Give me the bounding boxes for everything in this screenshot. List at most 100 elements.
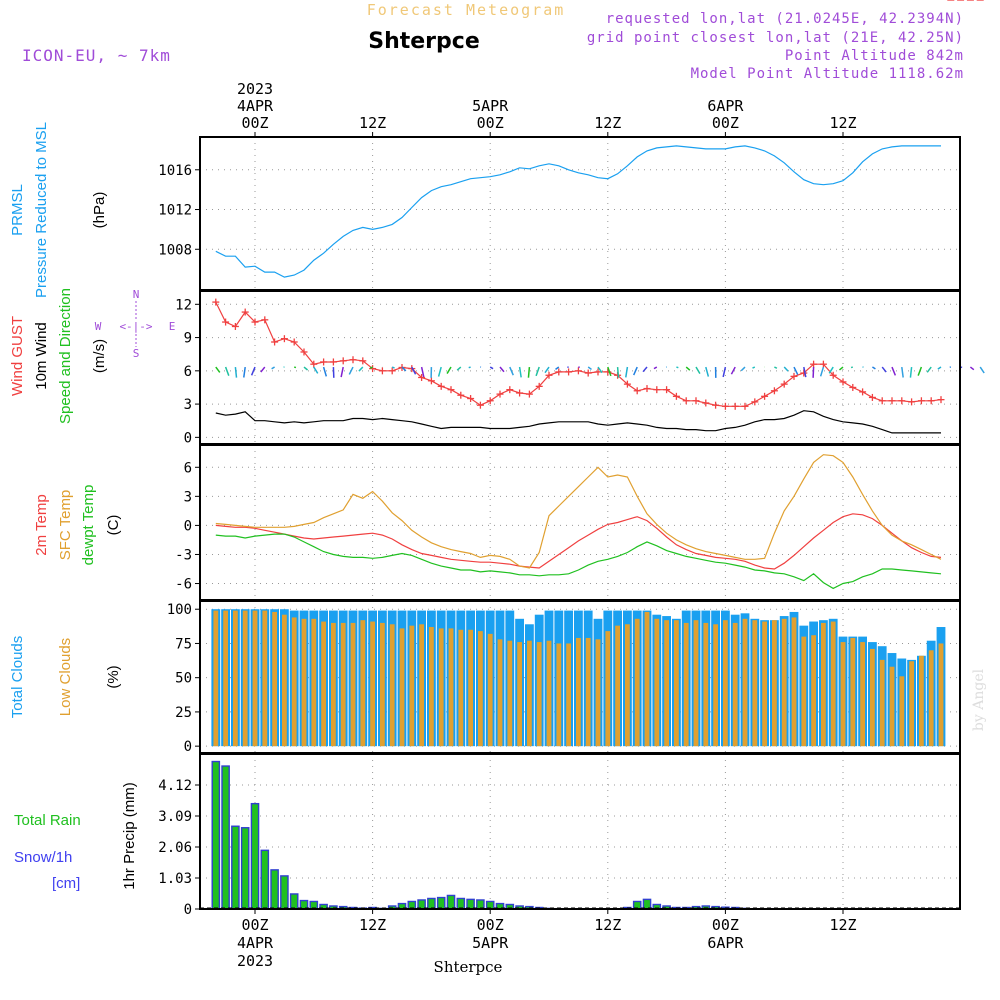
low-cloud-bar (331, 622, 336, 747)
low-cloud-bar (791, 617, 797, 747)
gust-marker (320, 358, 328, 366)
clouds-panel-label: (%) (105, 665, 122, 688)
precip-panel-label: [cm] (52, 875, 80, 892)
gust-marker (721, 402, 729, 410)
gust-marker (427, 377, 435, 385)
top-axis-label: 00Z (712, 114, 739, 132)
wind-direction-arrow (881, 366, 887, 373)
bottom-axis-label: 6APR (707, 934, 744, 952)
bottom-axis-label: 12Z (594, 916, 621, 934)
low-cloud-bar (233, 610, 238, 747)
gust-marker (633, 387, 641, 395)
precip-frame (199, 753, 961, 910)
gust-marker (241, 308, 249, 316)
top-axis-label: 12Z (359, 114, 386, 132)
compass-arrows: <-|-> (119, 320, 152, 333)
precip-panel-label: Snow/1h (14, 849, 72, 866)
wind-direction-arrow (633, 366, 638, 376)
bottom-axis-label: 12Z (829, 916, 856, 934)
low-cloud-bar (399, 628, 405, 747)
chart-title: Forecast Meteogram (367, 1, 566, 19)
temp-y-tick-label: 3 (184, 489, 192, 505)
low-cloud-bar (458, 629, 464, 747)
low-cloud-bar (811, 635, 816, 747)
low-cloud-bar (840, 642, 846, 747)
pressure-y-tick-label: 1016 (158, 163, 192, 179)
gust-marker (712, 401, 720, 409)
bottom-axis-label: 00Z (477, 916, 504, 934)
gust-marker (859, 388, 867, 396)
low-cloud-bar (683, 622, 689, 747)
low-cloud-bar (536, 642, 542, 747)
clouds-y-tick-label: 0 (184, 739, 192, 755)
pressure-panel: 1008 1012 1016 (158, 136, 961, 291)
low-cloud-bar (781, 618, 787, 747)
gust-marker (643, 385, 651, 393)
gust-marker (437, 382, 445, 390)
temp-panel-label: dewpt Temp (80, 485, 97, 566)
wind-panel-label: 10m Wind (33, 322, 50, 390)
wind-direction-arrow (625, 366, 629, 378)
low-cloud-bar (301, 618, 307, 747)
low-cloud-bar (899, 676, 905, 747)
precip-y-tick-label: 3.09 (158, 809, 192, 825)
sfc-temp-line (215, 454, 942, 569)
gust-marker (359, 357, 367, 365)
gust-marker (829, 371, 837, 379)
gust-marker (663, 386, 671, 394)
bottom-axis-label: 12Z (359, 916, 386, 934)
low-cloud-bar (723, 620, 728, 747)
clouds-panel-label: Total Clouds (9, 636, 26, 719)
wind-panel-label: Speed and Direction (57, 288, 74, 424)
gust-marker (927, 397, 935, 405)
wind-direction-arrow (527, 366, 531, 378)
low-cloud-bar (576, 637, 581, 747)
wind-direction-arrow (468, 366, 471, 369)
gust-marker (506, 386, 514, 394)
wind-direction-arrow (358, 366, 364, 372)
wind-direction-arrow (685, 366, 691, 371)
low-cloud-bar (889, 666, 895, 747)
low-cloud-bar (429, 627, 434, 747)
bottom-axis-label: 2023 (237, 952, 273, 970)
gust-marker (496, 390, 504, 398)
low-cloud-bar (585, 637, 591, 747)
wind-direction-arrow (819, 366, 825, 377)
precip-y-tick-label: 2.06 (158, 840, 192, 856)
precip-y-tick-label: 0 (184, 902, 192, 918)
low-cloud-bar (919, 655, 924, 747)
low-cloud-bar (732, 622, 738, 747)
gust-marker (584, 369, 592, 377)
gust-marker (300, 348, 308, 356)
wind-direction-arrow (587, 366, 592, 371)
wind-y-tick-label: 12 (175, 297, 192, 313)
low-cloud-bar (478, 631, 483, 747)
gust-marker (692, 397, 700, 405)
temp-y-tick-label: 0 (184, 518, 192, 534)
gust-marker (231, 322, 239, 330)
gust-marker (516, 389, 524, 397)
low-cloud-bar (938, 643, 944, 747)
wind-direction-arrow (752, 366, 756, 369)
wind-direction-arrow (979, 366, 985, 374)
temp-panel: -6 -3 0 3 6 (175, 444, 961, 601)
gust-marker (623, 380, 631, 388)
low-cloud-bar (546, 640, 552, 747)
dewpt-temp-line (215, 533, 942, 590)
wind-direction-arrow (926, 366, 932, 373)
rain-bar (270, 869, 279, 910)
low-cloud-bar (830, 621, 836, 747)
rain-bar (436, 896, 446, 910)
low-cloud-bar (448, 628, 454, 747)
gust-marker (555, 368, 563, 376)
wind-direction-arrow (909, 366, 913, 378)
low-cloud-bar (370, 621, 375, 747)
gust-marker (898, 397, 906, 405)
bottom-axis-label: 4APR (237, 934, 274, 952)
pressure-frame (199, 136, 961, 291)
gust-marker (467, 395, 475, 403)
wind-direction-arrow (499, 366, 505, 373)
chart-content: 1008 1012 1016 0 3 6 9 12 -6 -3 0 3 6 0 25 50 75 100 0 1.03… (9, 0, 985, 970)
wind-direction-arrow (340, 366, 344, 378)
pressure-y-tick-label: 1012 (158, 203, 192, 219)
